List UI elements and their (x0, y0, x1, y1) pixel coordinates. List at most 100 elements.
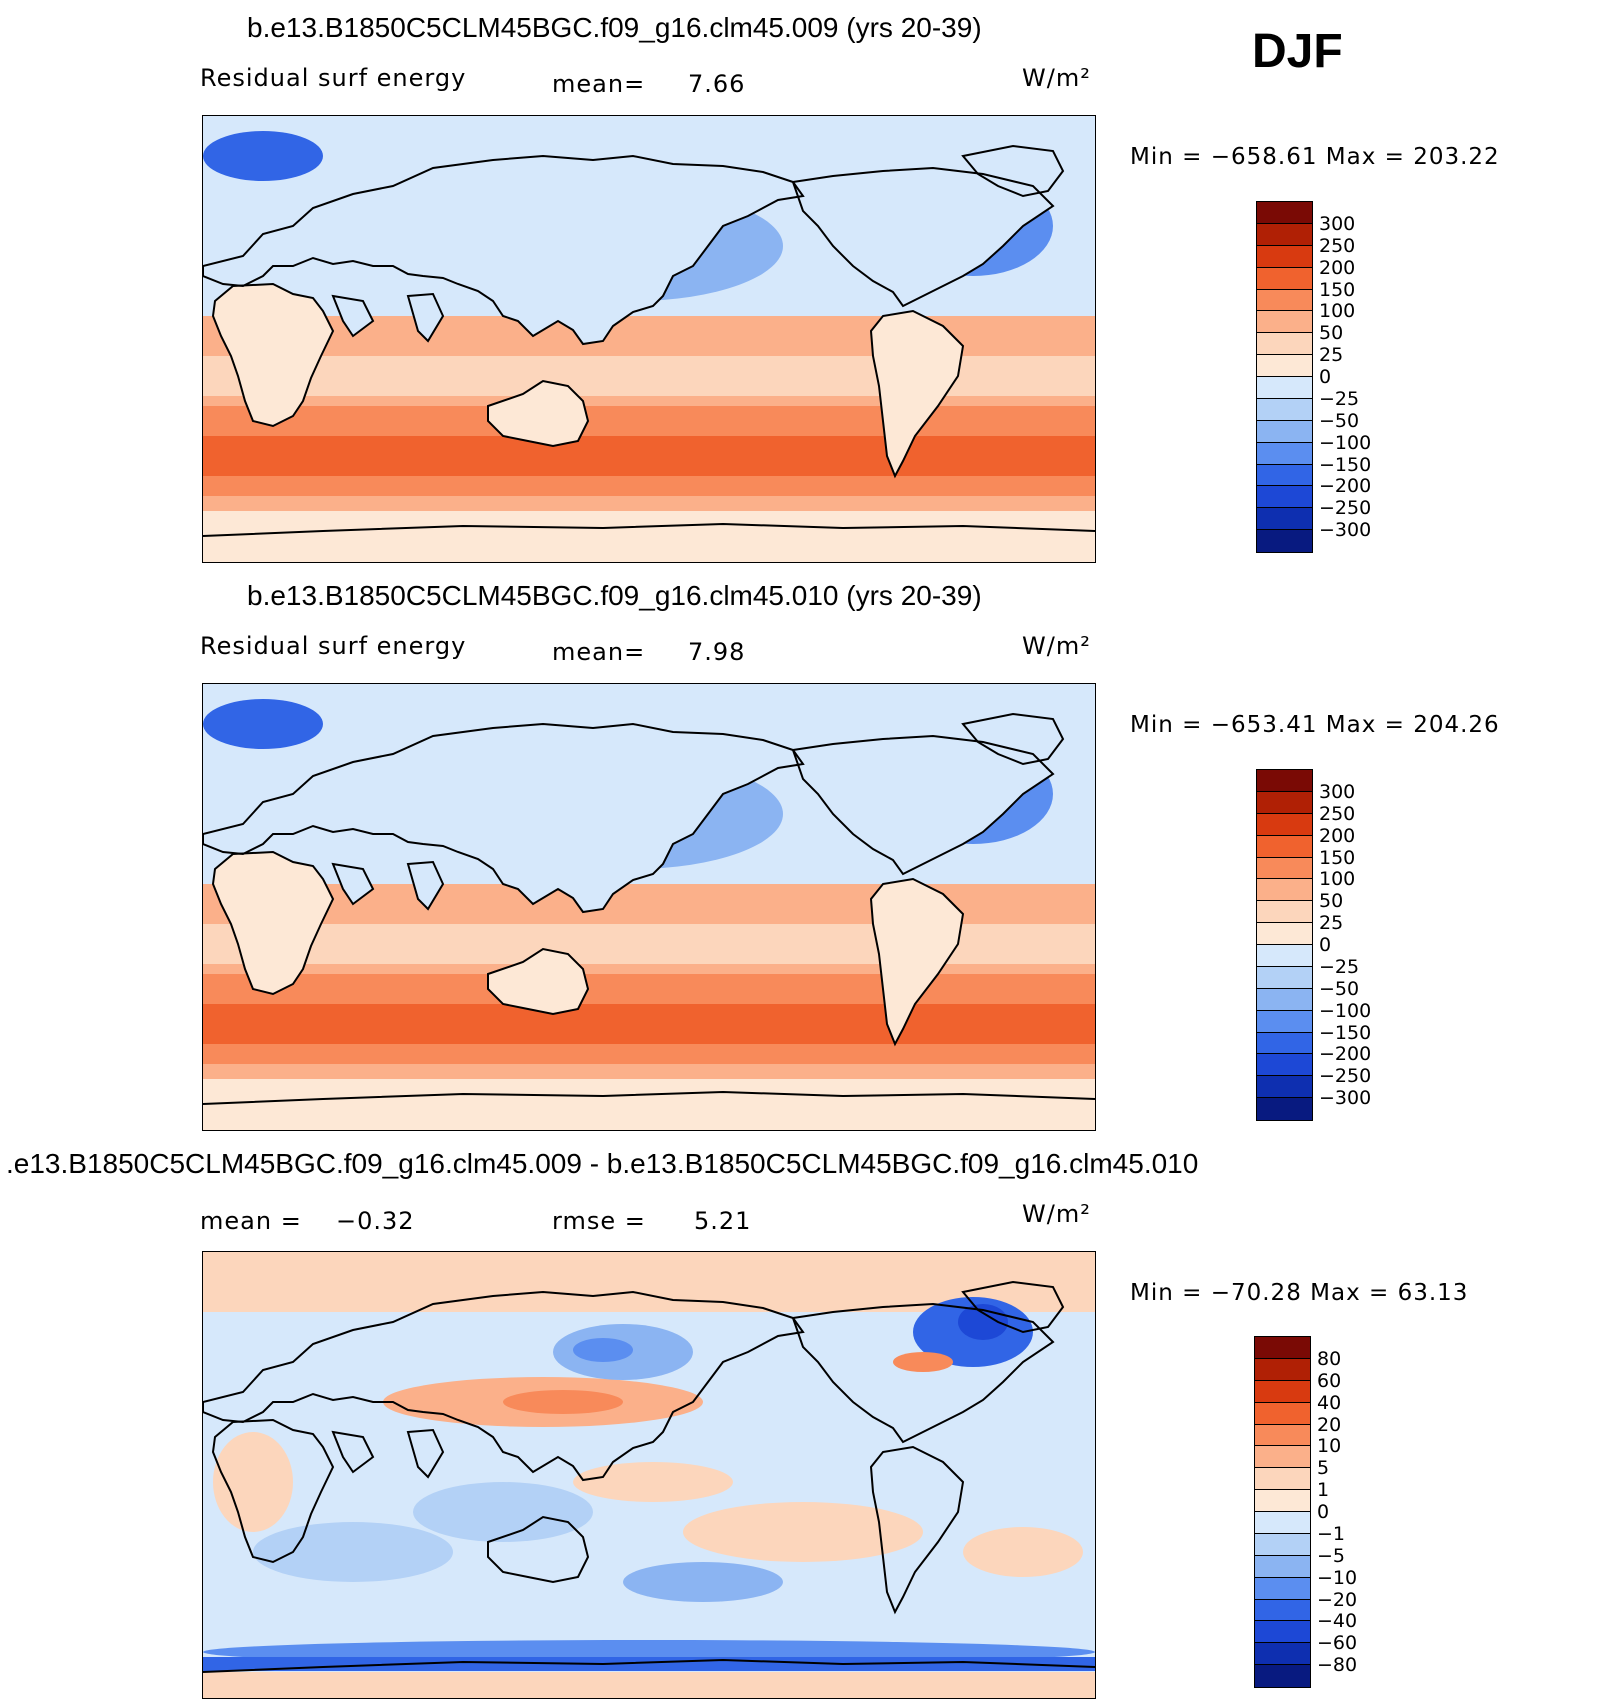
colorbar-tick-label: 0 (1317, 1501, 1330, 1523)
colorbar-swatch (1255, 1490, 1310, 1512)
world-map (202, 1251, 1096, 1699)
colorbar-swatch (1255, 1380, 1310, 1403)
world-map (202, 115, 1096, 563)
colorbar-tick-label: −25 (1319, 955, 1360, 978)
colorbar-swatch (1257, 223, 1312, 246)
colorbar-swatch (1255, 1468, 1310, 1491)
world-map (202, 683, 1096, 1131)
colorbar-tick-label: 100 (1319, 300, 1356, 323)
colorbar-swatch (1257, 770, 1312, 792)
colorbar-tick-label: 200 (1319, 256, 1356, 279)
colorbar-tick-label: −100 (1319, 431, 1372, 454)
units-label: W/m² (1022, 64, 1091, 92)
mean-value: 7.66 (688, 70, 746, 98)
colorbar-swatch (1257, 420, 1312, 443)
colorbar-swatch (1257, 923, 1312, 945)
colorbar-tick-label: −200 (1319, 1043, 1372, 1066)
colorbar-swatch (1257, 835, 1312, 858)
colorbar-swatch (1255, 1621, 1310, 1644)
colorbar-swatch (1257, 377, 1312, 399)
colorbar-swatch (1255, 1665, 1310, 1687)
colorbar-swatch (1255, 1358, 1310, 1381)
colorbar-tick-label: −150 (1319, 1021, 1372, 1044)
colorbar-swatch (1257, 267, 1312, 290)
colorbar-tick-label: −150 (1319, 453, 1372, 476)
colorbar-tick-label: 20 (1317, 1413, 1342, 1436)
colorbar-swatch (1257, 945, 1312, 967)
variable-label: Residual surf energy (200, 64, 467, 92)
colorbar-swatch (1257, 1076, 1312, 1099)
colorbar-swatch (1257, 398, 1312, 421)
colorbar-tick-label: 0 (1319, 934, 1332, 956)
colorbar-tick-label: 300 (1319, 780, 1356, 803)
colorbar-swatch (1257, 813, 1312, 836)
colorbar-swatch (1257, 333, 1312, 356)
colorbar-tick-label: −100 (1319, 999, 1372, 1022)
colorbar-swatch (1255, 1555, 1310, 1578)
colorbar-tick-label: −250 (1319, 497, 1372, 520)
colorbar-swatch (1257, 202, 1312, 224)
variable-label: Residual surf energy (200, 632, 467, 660)
colorbar-tick-label: 50 (1319, 890, 1344, 913)
colorbar-swatch (1257, 901, 1312, 924)
colorbar-swatch (1257, 1098, 1312, 1120)
colorbar-tick-label: −250 (1319, 1065, 1372, 1088)
colorbar-tick-label: 150 (1319, 278, 1356, 301)
colorbar-tick-label: 300 (1319, 212, 1356, 235)
colorbar-swatch (1255, 1533, 1310, 1556)
colorbar-tick-label: −1 (1317, 1522, 1346, 1545)
units-label: W/m² (1022, 1200, 1091, 1228)
colorbar-tick-label: 60 (1317, 1369, 1342, 1392)
colorbar-swatch (1257, 879, 1312, 902)
colorbar-swatch (1255, 1337, 1310, 1359)
colorbar-swatch (1255, 1402, 1310, 1425)
colorbar-swatch (1255, 1512, 1310, 1534)
colorbar-tick-label: 100 (1319, 868, 1356, 891)
rmse-value: 5.21 (694, 1207, 752, 1235)
mean-value: −0.32 (336, 1207, 415, 1235)
colorbar-tick-label: 50 (1319, 322, 1344, 345)
colorbar-tick-label: −300 (1319, 1087, 1372, 1110)
colorbar-swatch (1257, 486, 1312, 509)
colorbar-swatch (1257, 791, 1312, 814)
colorbar-tick-label: 250 (1319, 234, 1356, 257)
colorbar-tick-label: −50 (1319, 409, 1360, 432)
colorbar-tick-label: −10 (1317, 1566, 1358, 1589)
min-max-label: Min = −70.28 Max = 63.13 (1130, 1280, 1469, 1306)
rmse-label: rmse = (552, 1207, 646, 1235)
mean-label: mean= (552, 70, 646, 98)
mean-label: mean= (552, 638, 646, 666)
mean-value: 7.98 (688, 638, 746, 666)
panel-title: b.e13.B1850C5CLM45BGC.f09_g16.clm45.010 … (247, 580, 982, 611)
colorbar-tick-label: 40 (1317, 1391, 1342, 1414)
colorbar-tick-label: −5 (1317, 1544, 1346, 1567)
colorbar: 300 250 200 150 100 50 25 0 −25 −50 −100 −150 −200 −2… (1256, 769, 1371, 1121)
colorbar-swatch (1257, 442, 1312, 465)
colorbar-tick-label: 0 (1319, 366, 1332, 388)
colorbar-tick-label: 250 (1319, 802, 1356, 825)
colorbar-tick-label: −25 (1319, 387, 1360, 410)
colorbar-swatch (1257, 289, 1312, 312)
panel-title: .e13.B1850C5CLM45BGC.f09_g16.clm45.009 -… (6, 1148, 1199, 1179)
min-max-label: Min = −653.41 Max = 204.26 (1130, 712, 1500, 738)
colorbar-swatch (1257, 464, 1312, 487)
colorbar-swatch (1257, 857, 1312, 880)
colorbar-swatch (1255, 1446, 1310, 1469)
colorbar-tick-label: −20 (1317, 1588, 1358, 1611)
colorbar-tick-label: 1 (1317, 1479, 1330, 1502)
colorbar-tick-label: 25 (1319, 912, 1344, 935)
colorbar-swatch (1255, 1643, 1310, 1666)
colorbar-tick-label: 150 (1319, 846, 1356, 869)
colorbar-swatch (1257, 966, 1312, 989)
colorbar: 300 250 200 150 100 50 25 0 −25 −50 −100 −150 −200 −2… (1256, 201, 1371, 553)
colorbar-tick-label: 25 (1319, 344, 1344, 367)
min-max-label: Min = −658.61 Max = 203.22 (1130, 144, 1500, 170)
colorbar-swatch (1257, 1032, 1312, 1055)
colorbar-swatch (1257, 988, 1312, 1011)
colorbar-tick-label: −50 (1319, 977, 1360, 1000)
colorbar-swatch (1257, 530, 1312, 552)
colorbar-tick-label: −300 (1319, 519, 1372, 542)
mean-label: mean = (200, 1207, 302, 1235)
colorbar-tick-label: 80 (1317, 1347, 1342, 1370)
colorbar-swatch (1257, 311, 1312, 334)
